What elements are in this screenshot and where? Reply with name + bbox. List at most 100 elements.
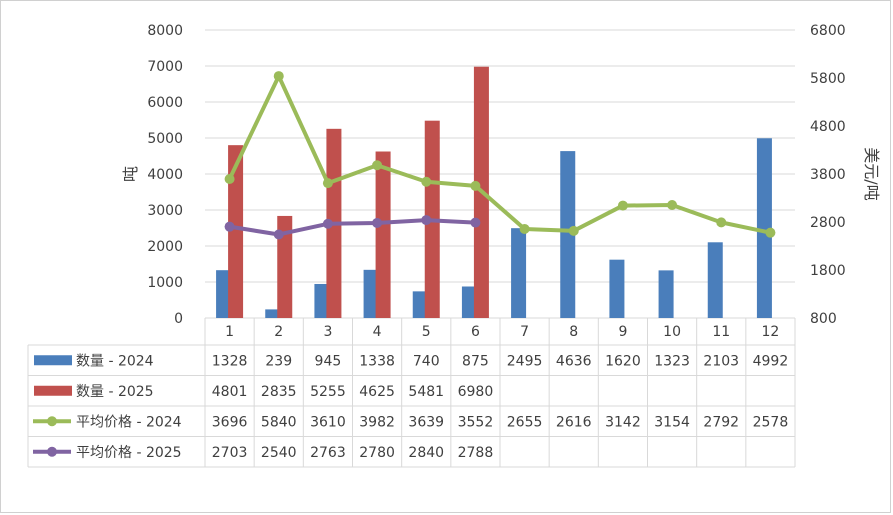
table-cell-value: 1620 xyxy=(605,353,641,369)
table-cell-value: 740 xyxy=(413,353,440,369)
table-cell-value: 2578 xyxy=(753,414,789,430)
line-series-0 xyxy=(227,74,771,235)
table-cell-value: 5840 xyxy=(261,414,297,430)
table-cell-value: 239 xyxy=(265,353,292,369)
line-point xyxy=(224,173,235,184)
right-axis-ticks: 800 1800 2800 3800 4800 5800 6800 xyxy=(810,23,846,327)
bar-2024 xyxy=(265,309,281,318)
table-cell-value: 2616 xyxy=(556,414,592,430)
table-cell-value: 4625 xyxy=(359,384,395,400)
legend-series-name: 数量 - 2024 xyxy=(76,353,154,369)
table-cell-value: 4801 xyxy=(212,384,248,400)
left-tick-label: 0 xyxy=(174,311,183,327)
table-cell-value: 4636 xyxy=(556,353,592,369)
table-cell-value: 2495 xyxy=(507,353,543,369)
line-marks xyxy=(224,71,776,240)
line-point xyxy=(224,221,235,232)
line-point xyxy=(372,160,383,171)
bar-2024 xyxy=(511,228,527,318)
category-label: 8 xyxy=(569,324,578,340)
table-cell-value: 6980 xyxy=(458,384,494,400)
category-label: 1 xyxy=(225,324,234,340)
bar-2025 xyxy=(228,145,244,318)
line-series-1 xyxy=(229,218,476,237)
table-cell-value: 2840 xyxy=(408,445,444,461)
table-cell-value: 1338 xyxy=(359,353,395,369)
right-tick-label: 5800 xyxy=(810,71,846,87)
line-point xyxy=(470,180,481,191)
line-point xyxy=(667,200,678,211)
table-cell-value: 2103 xyxy=(703,353,739,369)
table-cell-value: 3982 xyxy=(359,414,395,430)
line-point xyxy=(322,178,333,189)
right-tick-label: 3800 xyxy=(810,167,846,183)
left-tick-label: 3000 xyxy=(147,203,183,219)
bar-2024 xyxy=(560,151,576,318)
line-point xyxy=(421,176,432,187)
table-cell-value: 3552 xyxy=(458,414,494,430)
category-label: 3 xyxy=(323,324,332,340)
right-tick-label: 6800 xyxy=(810,23,846,39)
table-cell-value: 3142 xyxy=(605,414,641,430)
left-tick-label: 5000 xyxy=(147,131,183,147)
category-label: 5 xyxy=(422,324,431,340)
table-cell-value: 3154 xyxy=(654,414,690,430)
left-axis-title: 吨 xyxy=(121,166,140,182)
table-cell-value: 2763 xyxy=(310,445,346,461)
table-cell-value: 2780 xyxy=(359,445,395,461)
line-point xyxy=(470,217,481,228)
table-cell-value: 2792 xyxy=(703,414,739,430)
line-point xyxy=(716,217,727,228)
left-tick-label: 6000 xyxy=(147,95,183,111)
table-cell-value: 945 xyxy=(315,353,342,369)
left-tick-label: 8000 xyxy=(147,23,183,39)
table-cell-value: 1323 xyxy=(654,353,690,369)
line-point xyxy=(519,223,530,234)
legend-key-bar xyxy=(34,355,72,366)
bar-2024 xyxy=(756,138,772,318)
bar-2024 xyxy=(216,270,232,318)
legend-series-name: 数量 - 2025 xyxy=(76,384,154,400)
table-cell-value: 2788 xyxy=(458,445,494,461)
category-label: 11 xyxy=(712,324,730,340)
table-cell-value: 5481 xyxy=(408,384,444,400)
left-tick-label: 1000 xyxy=(147,275,183,291)
bar-2024 xyxy=(363,269,379,318)
line-point xyxy=(273,71,284,82)
table-cell-value: 2835 xyxy=(261,384,297,400)
legend-key-marker xyxy=(47,446,57,457)
left-tick-label: 7000 xyxy=(147,59,183,75)
right-tick-label: 1800 xyxy=(810,263,846,279)
category-label: 6 xyxy=(471,324,480,340)
category-label: 12 xyxy=(762,324,780,340)
table-cell-value: 2540 xyxy=(261,445,297,461)
legend-key-marker xyxy=(47,416,57,427)
category-label: 9 xyxy=(618,324,627,340)
table-cell-value: 1328 xyxy=(212,353,248,369)
table-cell-value: 4992 xyxy=(753,353,789,369)
table-cell-value: 875 xyxy=(462,353,489,369)
line-point xyxy=(322,218,333,229)
category-label: 4 xyxy=(373,324,382,340)
table-cell-value: 3639 xyxy=(408,414,444,430)
bar-2024 xyxy=(658,270,674,318)
right-tick-label: 800 xyxy=(810,311,837,327)
line-point xyxy=(372,217,383,228)
bar-2024 xyxy=(609,259,625,318)
table-cell-value: 3610 xyxy=(310,414,346,430)
legend-series-name: 平均价格 - 2024 xyxy=(76,414,182,430)
table-cell-value: 5255 xyxy=(310,384,346,400)
left-axis-ticks: 0 1000 2000 3000 4000 5000 6000 7000 8000 xyxy=(147,23,183,327)
bar-2025 xyxy=(277,215,293,318)
bar-2024 xyxy=(461,286,477,318)
legend-key-bar xyxy=(34,385,72,396)
category-label: 10 xyxy=(663,324,681,340)
category-label: 2 xyxy=(274,324,283,340)
left-tick-label: 4000 xyxy=(147,167,183,183)
right-tick-label: 2800 xyxy=(810,215,846,231)
line-point xyxy=(273,229,284,240)
category-label: 7 xyxy=(520,324,529,340)
bar-2024 xyxy=(314,283,330,318)
line-point xyxy=(765,227,776,238)
